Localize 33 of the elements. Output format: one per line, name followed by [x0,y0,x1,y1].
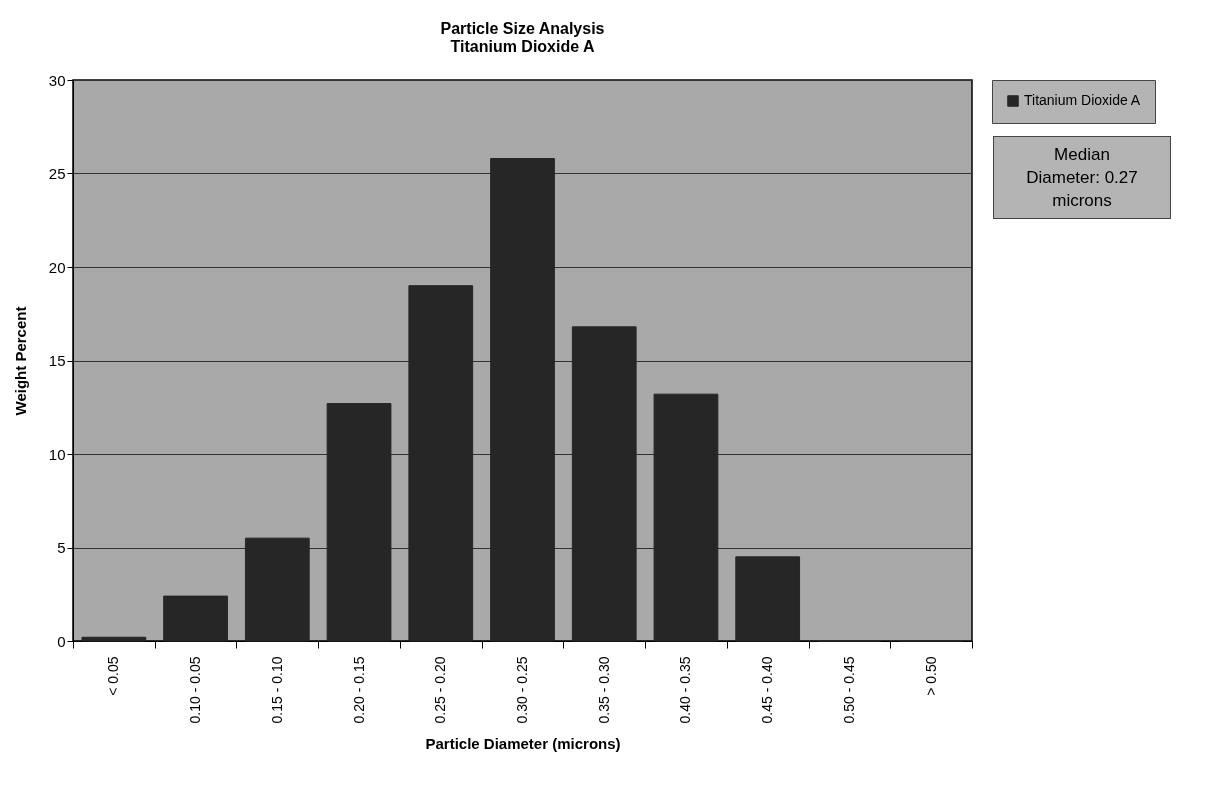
bar [490,158,555,642]
x-tick-label: 0.40 - 0.35 [677,656,694,724]
chart-subtitle: Titanium Dioxide A [450,38,595,55]
bar [326,403,392,642]
x-tick-label: 0.35 - 0.30 [595,656,612,724]
x-tick-label: 0.20 - 0.15 [350,656,367,724]
x-tick-label: 0.10 - 0.05 [187,656,204,724]
x-tick-label: 0.30 - 0.25 [514,656,530,724]
x-tick-label: < 0.05 [105,656,122,696]
bar [244,537,310,642]
x-axis-title: Particle Diameter (microns) [425,735,621,753]
y-tick-label: 25 [48,165,66,182]
y-tick-label: 10 [48,445,66,463]
y-axis-title: Weight Percent [11,306,29,416]
bar [408,285,474,642]
chart-title: Particle Size Analysis [440,20,605,37]
text: Median Diameter: 0.27 microns [993,136,1171,219]
y-tick-label: 15 [48,352,66,369]
y-tick-label: 0 [57,632,66,650]
x-tick-label: 0.15 - 0.10 [268,656,285,724]
x-tick-label: > 0.50 [922,656,939,696]
bar [81,636,147,642]
y-tick-label: 5 [57,539,66,556]
y-tick-label: 20 [48,258,66,276]
legend-label: Titanium Dioxide A [1024,92,1141,108]
x-tick-label: 0.25 - 0.20 [432,656,449,724]
bar [653,393,719,642]
bar [163,595,228,642]
x-tick-label: 0.50 - 0.45 [840,656,857,724]
bar [571,326,637,642]
x-tick-label: 0.45 - 0.40 [759,656,776,724]
bar [735,556,801,642]
y-tick-label: 30 [48,71,66,89]
